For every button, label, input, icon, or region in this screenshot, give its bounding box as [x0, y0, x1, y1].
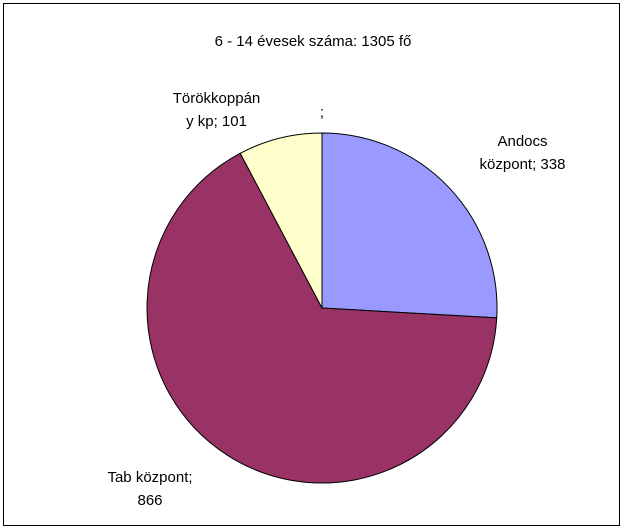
data-label: ; — [319, 104, 325, 121]
chart-title: 6 - 14 évesek száma: 1305 fő — [214, 33, 412, 50]
chart-frame — [3, 3, 620, 526]
data-label: Andocs központ; 338 — [479, 133, 566, 173]
pie-slice — [146, 152, 498, 484]
pie-slice — [321, 132, 498, 319]
pie-slice — [239, 132, 323, 309]
data-label: Törökkoppány kp; 101 — [172, 90, 261, 130]
data-label: Tab központ; 866 — [107, 469, 193, 509]
